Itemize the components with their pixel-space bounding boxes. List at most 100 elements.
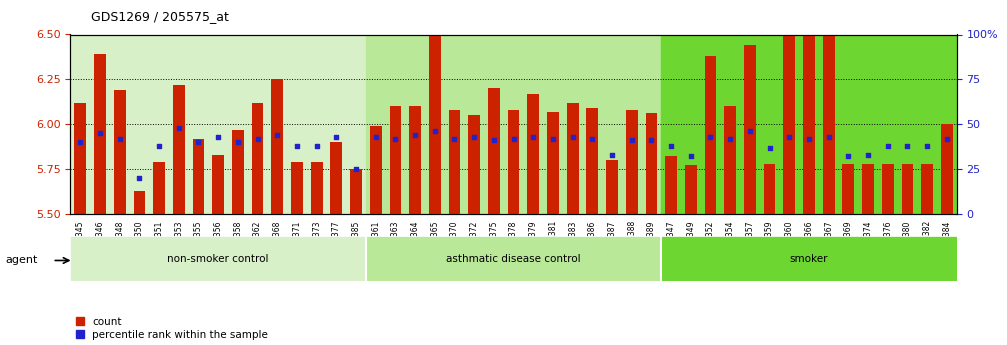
Text: asthmatic disease control: asthmatic disease control: [446, 254, 581, 264]
Bar: [94, 54, 106, 214]
Bar: [606, 160, 618, 214]
Bar: [625, 110, 637, 214]
Bar: [311, 162, 322, 214]
Point: [604, 152, 620, 157]
Bar: [662, 34, 957, 214]
Bar: [567, 103, 579, 214]
Bar: [173, 85, 184, 214]
Bar: [921, 164, 933, 214]
Point: [427, 129, 443, 134]
Point: [683, 154, 699, 159]
Point: [388, 136, 404, 141]
Point: [919, 143, 936, 148]
Text: agent: agent: [5, 256, 37, 265]
Point: [328, 134, 344, 139]
Bar: [705, 56, 716, 214]
Legend: count, percentile rank within the sample: count, percentile rank within the sample: [76, 317, 268, 340]
FancyBboxPatch shape: [366, 236, 662, 281]
Bar: [803, 20, 815, 214]
Point: [230, 139, 246, 145]
Point: [210, 134, 227, 139]
Bar: [901, 164, 913, 214]
Bar: [862, 164, 874, 214]
FancyBboxPatch shape: [70, 236, 366, 281]
Bar: [547, 112, 559, 214]
Bar: [366, 34, 662, 214]
Point: [506, 136, 522, 141]
Point: [663, 143, 679, 148]
Bar: [448, 110, 460, 214]
Bar: [488, 88, 499, 214]
Point: [703, 134, 719, 139]
Text: smoker: smoker: [789, 254, 828, 264]
Bar: [232, 130, 244, 214]
Bar: [192, 139, 204, 214]
Bar: [409, 106, 421, 214]
Point: [92, 130, 108, 136]
Point: [821, 134, 837, 139]
Point: [584, 136, 600, 141]
Point: [801, 136, 817, 141]
Bar: [291, 162, 303, 214]
Point: [269, 132, 285, 138]
Point: [250, 136, 266, 141]
Point: [722, 136, 738, 141]
Point: [761, 145, 777, 150]
Bar: [783, 13, 796, 214]
Point: [526, 134, 542, 139]
Point: [466, 134, 482, 139]
Point: [112, 136, 128, 141]
Bar: [763, 164, 775, 214]
Bar: [941, 124, 953, 214]
Bar: [75, 103, 87, 214]
Point: [485, 138, 501, 143]
Bar: [134, 190, 145, 214]
Point: [840, 154, 856, 159]
Point: [407, 132, 423, 138]
Bar: [350, 169, 362, 214]
Point: [623, 138, 639, 143]
Point: [348, 166, 365, 172]
Point: [190, 139, 206, 145]
Point: [545, 136, 561, 141]
Point: [151, 143, 167, 148]
Bar: [823, 17, 835, 214]
Point: [939, 136, 955, 141]
Point: [308, 143, 324, 148]
Bar: [843, 164, 854, 214]
Point: [860, 152, 876, 157]
Bar: [468, 115, 480, 214]
Bar: [70, 34, 366, 214]
Point: [781, 134, 798, 139]
Point: [899, 143, 915, 148]
Bar: [586, 108, 598, 214]
Bar: [666, 157, 677, 214]
Bar: [114, 90, 126, 214]
Point: [171, 125, 187, 130]
Bar: [744, 45, 756, 214]
Bar: [370, 126, 382, 214]
Point: [368, 134, 384, 139]
Point: [131, 175, 147, 181]
Point: [880, 143, 896, 148]
Point: [446, 136, 462, 141]
Bar: [528, 94, 539, 214]
Bar: [508, 110, 520, 214]
Point: [73, 139, 89, 145]
Bar: [252, 103, 264, 214]
Bar: [212, 155, 225, 214]
Bar: [645, 114, 658, 214]
Bar: [685, 166, 697, 214]
Text: GDS1269 / 205575_at: GDS1269 / 205575_at: [91, 10, 229, 23]
Text: non-smoker control: non-smoker control: [167, 254, 269, 264]
Bar: [724, 106, 736, 214]
Bar: [882, 164, 893, 214]
Point: [289, 143, 305, 148]
Point: [565, 134, 581, 139]
Bar: [271, 79, 283, 214]
Point: [742, 129, 758, 134]
Bar: [390, 106, 402, 214]
Bar: [153, 162, 165, 214]
Point: [643, 138, 660, 143]
Bar: [330, 142, 342, 214]
